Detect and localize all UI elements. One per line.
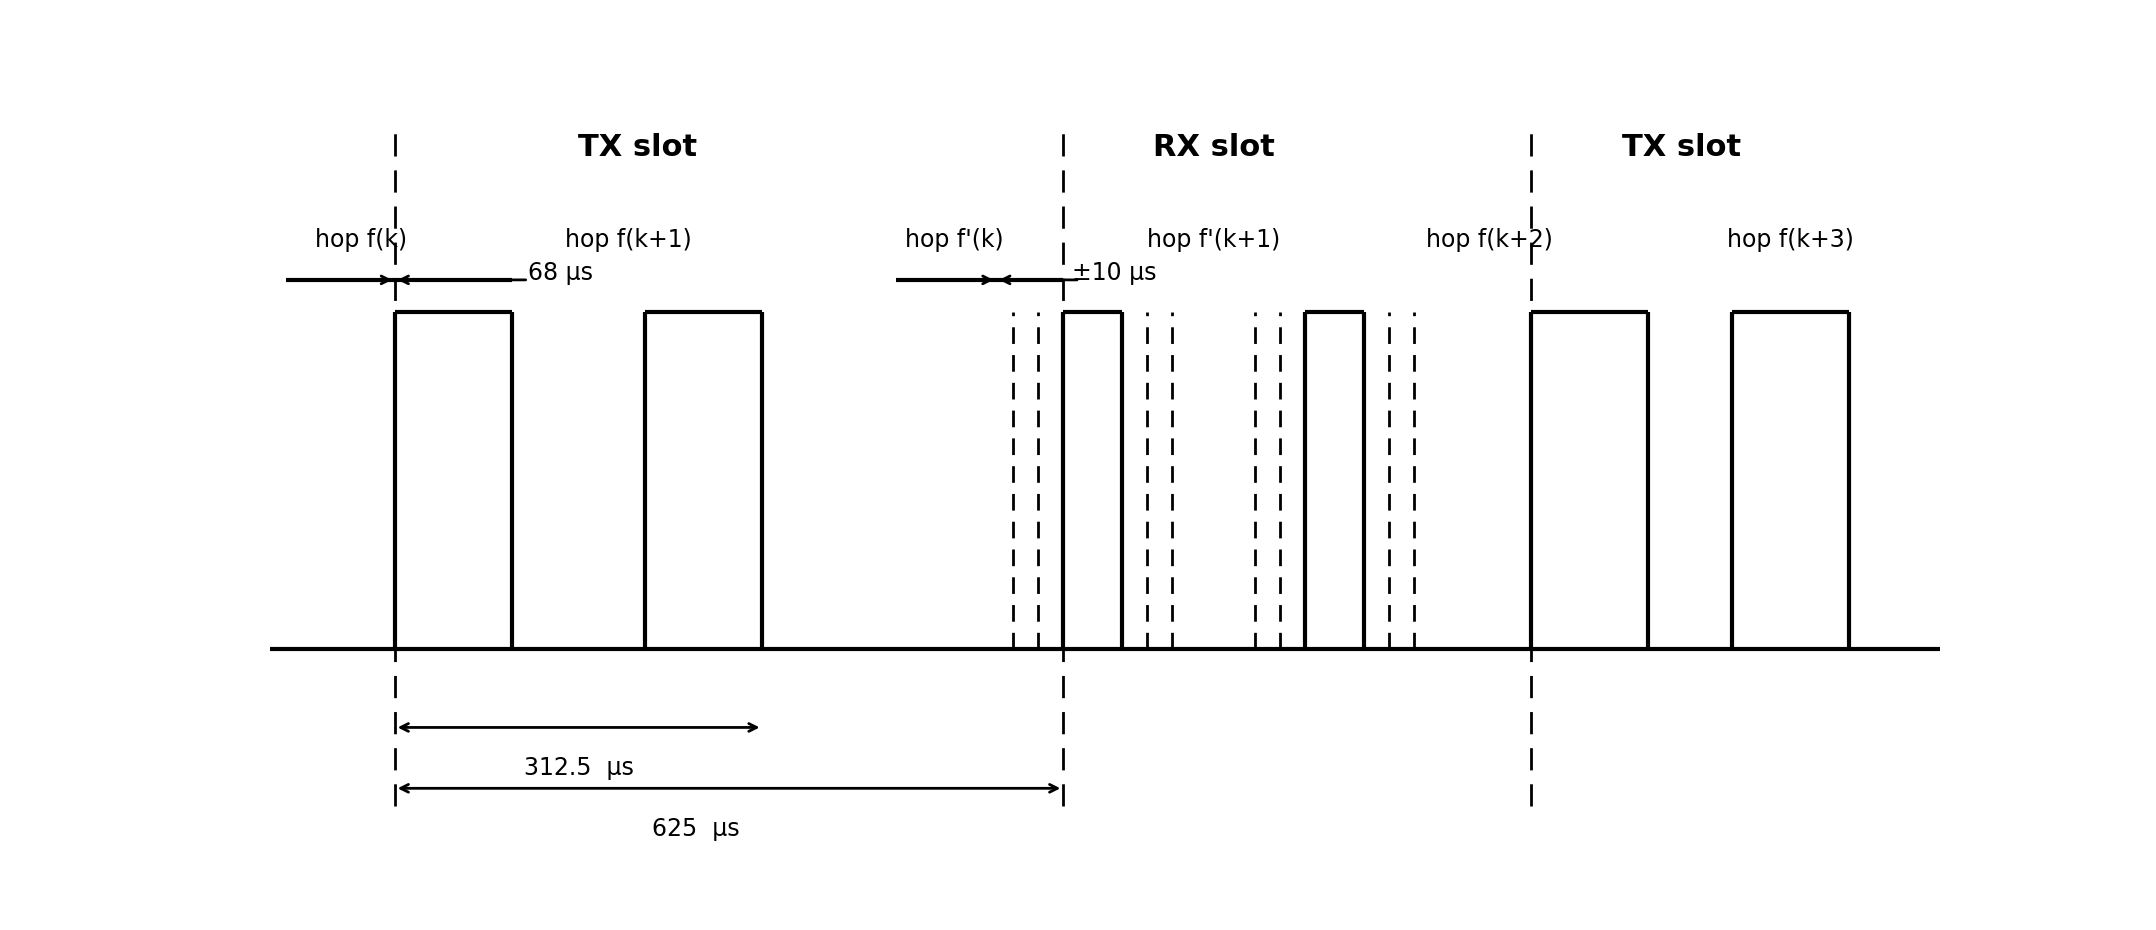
Text: ±10 μs: ±10 μs bbox=[1072, 260, 1156, 285]
Text: 68 μs: 68 μs bbox=[528, 260, 593, 285]
Text: TX slot: TX slot bbox=[578, 133, 696, 162]
Text: hop f'(k): hop f'(k) bbox=[906, 229, 1005, 253]
Text: 312.5  μs: 312.5 μs bbox=[524, 756, 634, 780]
Text: TX slot: TX slot bbox=[1621, 133, 1742, 162]
Text: hop f(k): hop f(k) bbox=[315, 229, 407, 253]
Text: 625  μs: 625 μs bbox=[651, 817, 740, 841]
Text: hop f(k+3): hop f(k+3) bbox=[1727, 229, 1854, 253]
Text: hop f(k+1): hop f(k+1) bbox=[565, 229, 692, 253]
Text: hop f(k+2): hop f(k+2) bbox=[1425, 229, 1552, 253]
Text: hop f'(k+1): hop f'(k+1) bbox=[1147, 229, 1281, 253]
Text: RX slot: RX slot bbox=[1153, 133, 1274, 162]
